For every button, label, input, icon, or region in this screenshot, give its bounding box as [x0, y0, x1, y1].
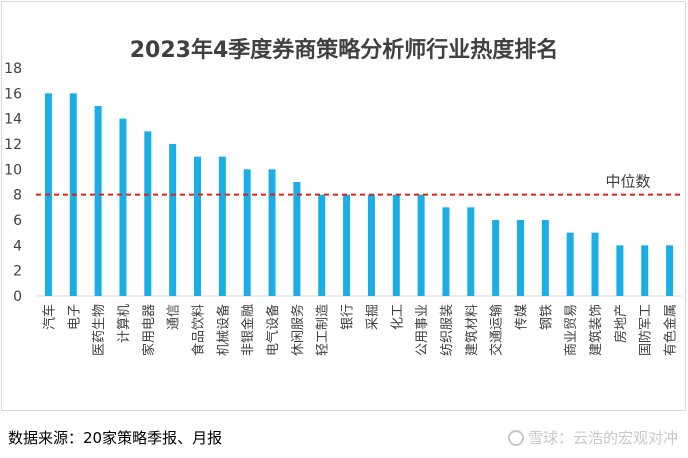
x-tick-label: 休闲服务: [290, 304, 306, 356]
x-tick-label: 建筑装饰: [588, 304, 604, 356]
x-tick-label: 汽车: [41, 304, 57, 330]
bar-chart: 0 2 4 6 8 10 12 14 16 18 汽车 电子 医药生物 计算机 家用电器 通信 食品饮料 机械设备…: [4, 61, 682, 356]
x-tick-label: 计算机: [117, 304, 132, 343]
bar: [119, 118, 127, 297]
bar: [367, 194, 375, 296]
x-tick-label: 家用电器: [141, 304, 157, 356]
x-tick-label: 电气设备: [265, 304, 281, 356]
y-tick-label: 14: [4, 112, 22, 128]
bar: [343, 194, 351, 296]
bar: [417, 194, 425, 296]
x-tick-label: 电子: [67, 304, 82, 330]
x-tick-label: 轻工制造: [316, 304, 331, 356]
bar: [467, 207, 475, 296]
bar: [442, 207, 450, 296]
x-tick-label: 化工: [390, 304, 405, 330]
y-tick-label: 12: [4, 137, 22, 153]
x-tick-label: 有色金属: [663, 304, 679, 356]
snowball-logo-icon: [507, 429, 524, 446]
x-tick-label: 非银金融: [240, 304, 256, 356]
chart-title: 2023年4季度券商策略分析师行业热度排名: [129, 38, 559, 63]
y-tick-label: 10: [4, 162, 22, 178]
x-tick-label: 国防军工: [638, 304, 654, 356]
x-tick-label: 采掘: [365, 304, 380, 330]
x-tick-label: 钢铁: [539, 304, 554, 330]
bar: [318, 194, 326, 296]
x-tick-label: 传媒: [515, 304, 530, 330]
x-tick-label: 通信: [167, 304, 182, 330]
bar: [218, 156, 226, 296]
y-tick-label: 6: [13, 213, 22, 229]
x-tick-label: 医药生物: [92, 304, 107, 356]
x-tick-label: 交通运输: [489, 304, 505, 356]
x-tick-label: 银行: [341, 304, 356, 330]
bar: [492, 220, 500, 296]
x-tick-label: 食品饮料: [191, 304, 207, 356]
bar: [616, 245, 624, 296]
median-label: 中位数: [605, 173, 650, 191]
bar: [392, 194, 400, 296]
bar: [566, 232, 574, 296]
bar: [268, 169, 276, 296]
bar: [243, 169, 251, 296]
bar: [517, 220, 524, 296]
y-tick-label: 16: [4, 86, 22, 102]
watermark-text: 雪球：云浩的宏观对冲: [527, 429, 678, 447]
x-tick-label: 纺织服装: [440, 304, 455, 356]
bar: [293, 182, 301, 296]
x-tick-label: 机械设备: [215, 304, 231, 356]
bar: [591, 232, 599, 296]
bar: [144, 131, 152, 296]
bar: [641, 245, 649, 296]
y-tick-label: 0: [13, 289, 22, 305]
x-tick-label: 建筑材料: [464, 304, 480, 356]
x-tick-label: 商业贸易: [564, 304, 579, 356]
bar: [169, 144, 177, 296]
bar: [194, 156, 201, 296]
y-tick-label: 18: [4, 61, 22, 77]
bar: [94, 106, 102, 296]
y-tick-label: 2: [13, 264, 22, 280]
data-source-note: 数据来源：20家策略季报、月报: [8, 429, 223, 447]
x-tick-label: 公用事业: [415, 304, 430, 356]
y-tick-label: 4: [13, 238, 22, 254]
bar: [666, 245, 674, 296]
bar: [541, 220, 549, 296]
watermark: 雪球：云浩的宏观对冲: [507, 427, 678, 448]
x-tick-label: 房地产: [613, 304, 629, 343]
y-tick-label: 8: [13, 188, 22, 204]
